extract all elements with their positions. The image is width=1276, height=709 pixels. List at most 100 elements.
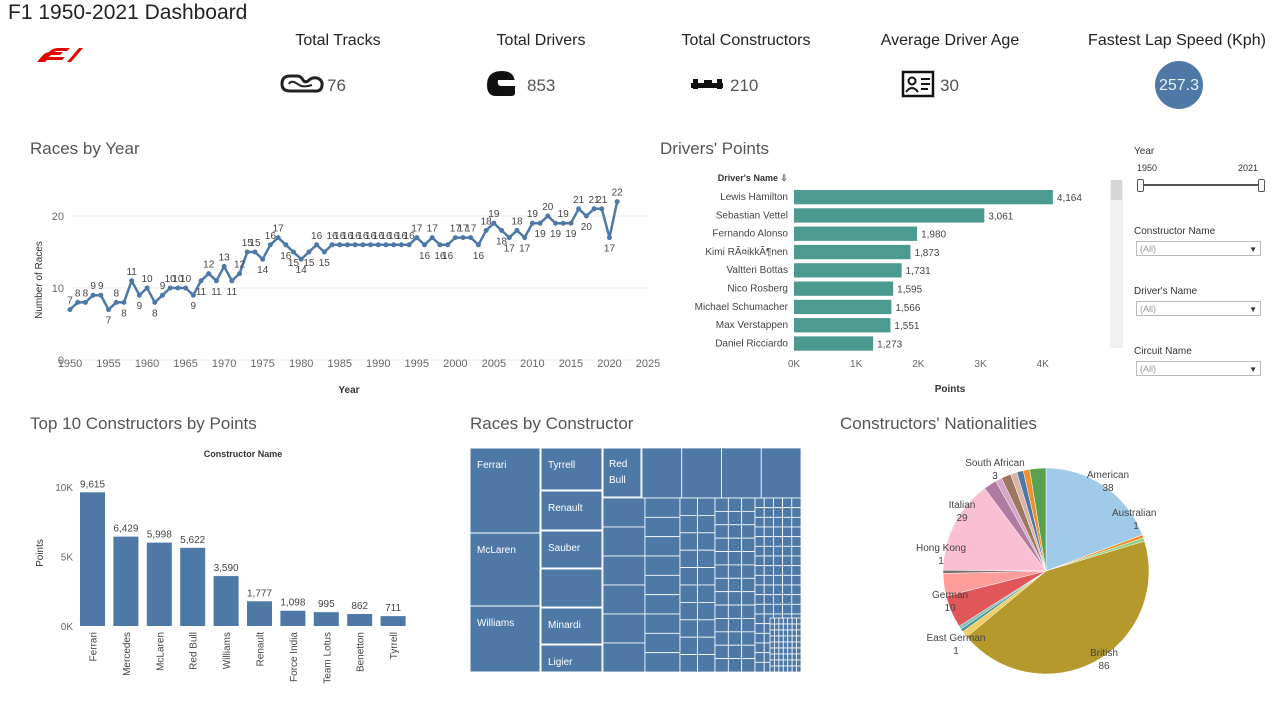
treemap-cell[interactable] [763,603,774,615]
treemap-cell[interactable] [782,617,789,625]
treemap-cell[interactable] [714,497,729,512]
treemap-cell[interactable] [602,555,646,586]
data-point[interactable] [113,299,119,305]
treemap-cell[interactable] [679,549,698,568]
data-point[interactable] [529,220,535,226]
bar[interactable] [113,536,139,626]
pie-slice[interactable] [966,540,1150,675]
treemap-cell[interactable] [540,568,603,608]
treemap-cell[interactable] [679,532,698,551]
data-point[interactable] [591,206,597,212]
treemap-cell[interactable] [741,631,756,646]
treemap-cell[interactable] [796,659,801,667]
data-point[interactable] [537,220,543,226]
treemap-cell[interactable] [754,536,765,547]
data-point[interactable] [290,249,296,255]
data-point[interactable] [183,285,189,291]
treemap-cell[interactable] [754,526,765,538]
treemap-cell[interactable] [782,555,793,567]
data-point[interactable] [229,278,235,284]
treemap-cell[interactable] [714,618,729,633]
treemap-cell[interactable] [791,647,797,655]
treemap-cell[interactable] [778,647,784,655]
treemap-cell[interactable] [772,584,783,596]
treemap-cell[interactable] [772,574,783,586]
treemap-cell[interactable] [754,594,765,605]
data-point[interactable] [275,235,281,241]
treemap-cell[interactable] [754,574,765,586]
data-point[interactable] [406,242,412,248]
treemap-cell[interactable] [727,591,743,606]
treemap-cell[interactable] [791,594,801,605]
treemap-cell[interactable] [772,507,783,518]
treemap-cell[interactable] [791,555,801,567]
data-point[interactable] [306,249,312,255]
data-point[interactable] [398,242,404,248]
treemap-cell[interactable] [787,641,793,649]
treemap-cell[interactable] [796,629,801,637]
treemap-cell[interactable] [778,665,784,672]
treemap-cell[interactable] [727,524,743,539]
treemap-cell[interactable] [782,665,789,672]
data-point[interactable] [260,256,266,262]
treemap-cell[interactable] [727,577,743,593]
treemap-cell[interactable] [791,536,801,547]
treemap-cell[interactable] [741,524,756,539]
treemap-cell[interactable] [778,623,784,631]
data-point[interactable] [237,271,243,277]
treemap-cell[interactable] [727,658,743,672]
treemap-cell[interactable] [778,629,784,637]
data-point[interactable] [514,227,520,233]
treemap-cell[interactable] [697,515,716,534]
treemap-cell[interactable] [714,658,729,672]
data-point[interactable] [437,242,443,248]
treemap-cell[interactable] [697,636,716,655]
treemap-cell[interactable] [697,497,716,516]
data-point[interactable] [175,285,181,291]
data-point[interactable] [198,278,204,284]
bar[interactable] [794,318,891,333]
pie-slice[interactable] [942,487,1047,572]
data-point[interactable] [352,242,358,248]
treemap-cell[interactable] [787,635,793,643]
treemap-cell[interactable] [540,530,603,569]
treemap-cell[interactable] [754,507,765,518]
treemap-cell[interactable] [470,605,541,672]
data-point[interactable] [475,242,481,248]
treemap-cell[interactable] [679,601,698,621]
treemap-cell[interactable] [679,584,698,603]
data-point[interactable] [491,220,497,226]
treemap-cell[interactable] [763,565,774,576]
treemap-cell[interactable] [754,623,765,634]
data-point[interactable] [391,242,397,248]
pie-slice[interactable] [1029,467,1047,572]
treemap-cell[interactable] [782,526,793,538]
data-point[interactable] [267,242,273,248]
data-point[interactable] [383,242,389,248]
treemap-cell[interactable] [727,631,743,646]
treemap-cell[interactable] [791,584,801,596]
treemap-cell[interactable] [754,661,765,672]
treemap-cell[interactable] [769,659,775,667]
bar[interactable] [794,208,985,223]
treemap-cell[interactable] [763,497,774,509]
treemap-cell[interactable] [782,641,789,649]
treemap-cell[interactable] [782,545,793,557]
treemap-cell[interactable] [796,653,801,661]
treemap-cell[interactable] [772,603,783,615]
treemap-cell[interactable] [602,497,646,528]
treemap-cell[interactable] [787,665,793,672]
treemap-cell[interactable] [782,516,793,528]
year-slider-handle-max[interactable] [1258,179,1265,192]
treemap-cell[interactable] [796,623,801,631]
treemap-cell[interactable] [791,497,801,509]
data-point[interactable] [452,235,458,241]
treemap-cell[interactable] [644,632,681,654]
treemap-cell[interactable] [769,665,775,672]
data-point[interactable] [244,249,250,255]
treemap-cell[interactable] [721,448,762,499]
data-point[interactable] [614,199,620,205]
treemap-cell[interactable] [778,659,784,667]
treemap-cell[interactable] [697,567,716,586]
treemap-cell[interactable] [796,641,801,649]
